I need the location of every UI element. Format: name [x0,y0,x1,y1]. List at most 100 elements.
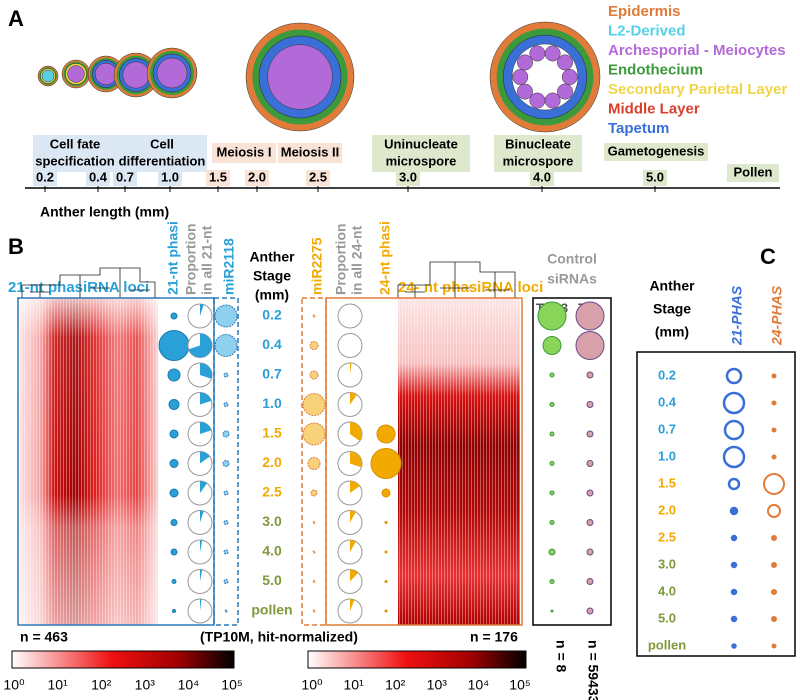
bubble [771,427,777,433]
panel-label: C [760,244,776,269]
scale-label: 10⁴ [468,677,490,693]
phase-box [212,143,276,163]
count-label: n = 463 [20,629,68,645]
pie-slice [200,392,212,405]
pie-slice [350,363,352,375]
phase-box [604,143,708,161]
bubble [549,402,555,407]
phase-label: Meiosis I [217,144,272,159]
bubble [586,430,594,438]
bubble [376,424,396,444]
pie-slice [200,540,203,552]
bubble [722,445,746,469]
pie-slice [350,599,355,611]
phase-box [372,135,470,172]
bubble [169,488,179,498]
legend: Epidermis L2-Derived Archesporial - Meiocy… [608,3,787,137]
color-scale [307,650,527,669]
scale-label: 10³ [427,677,448,693]
bubble [549,520,555,525]
count-label: n = 59433 [585,640,601,700]
pie-slice [350,481,360,493]
tick-bg [245,170,269,186]
phase-label: specification [35,153,115,168]
bubble [763,473,785,495]
phase-box [494,135,582,172]
bubble [222,460,230,467]
bubble [771,616,777,622]
bubble [767,504,781,518]
phase-box [33,135,117,172]
scale-label: 10¹ [343,677,364,693]
stage-label: 2.5 [658,529,676,544]
phase-label: Uninucleate [384,136,458,151]
core [122,61,150,89]
stage-label: 1.5 [658,475,676,490]
bubble [171,579,177,584]
bubble [223,372,229,378]
group-box [532,297,612,626]
bubble [169,429,179,439]
tick-bg [33,170,57,186]
dendrogram [397,261,516,298]
tick-bg [530,170,554,186]
column-label: Proportion [183,223,199,295]
bubble [723,419,745,441]
stage-label: 2.0 [262,454,282,470]
scale-label: 10¹ [47,677,68,693]
bubble [730,534,738,542]
bubble [158,330,190,361]
tick-label: 0.2 [36,169,54,184]
control-title: Control [547,251,597,267]
microspore [517,54,533,71]
bubble [549,431,555,437]
bubble [312,580,316,583]
phase-box [278,143,342,163]
bubble [771,400,777,406]
phase-label: microspore [503,153,574,168]
pie-slice [200,569,203,582]
tick-label: 1.0 [161,169,179,184]
stage-label: 0.4 [262,336,282,352]
bubble [730,615,738,623]
bubble [167,368,181,382]
scale-label: 10⁵ [509,677,530,693]
phase-label: Pollen [733,164,772,179]
tick-label: 3.0 [399,169,417,184]
count-label: n = 176 [470,629,518,645]
stage-title: (mm) [255,287,289,303]
bubble [586,371,594,379]
bubble [222,430,230,438]
core [94,62,118,86]
bubble [549,579,555,584]
column-label: 24-nt phasi [377,221,393,295]
column-label: Proportion [333,223,349,295]
bubble [548,548,556,556]
heatmap-title: 21-nt phasiRNA loci [8,279,149,296]
stage-label: 0.2 [658,367,676,382]
bubble [727,477,741,491]
tick-label: 0.4 [89,169,108,184]
bubble [731,643,737,649]
stage-label: 4.0 [262,543,282,559]
stage-label: pollen [251,602,292,618]
stage-label: 1.0 [658,448,676,463]
heatmap-texture [20,298,158,625]
units-label: (TP10M, hit-normalized) [200,629,358,645]
stage-label: 2.5 [262,484,282,500]
phase-box [727,164,779,182]
bubble [730,588,738,596]
bubble [384,521,388,524]
bubble [223,490,229,496]
core [156,57,188,89]
bubble [223,549,229,555]
phase-box [117,135,207,172]
phase-label: Gametogenesis [608,143,705,158]
bubble [730,561,738,569]
bubble [384,550,388,554]
axis-title: Anther length (mm) [40,204,169,220]
pie-outline [337,333,363,358]
bubble [549,490,555,496]
dendrogram [21,267,156,298]
